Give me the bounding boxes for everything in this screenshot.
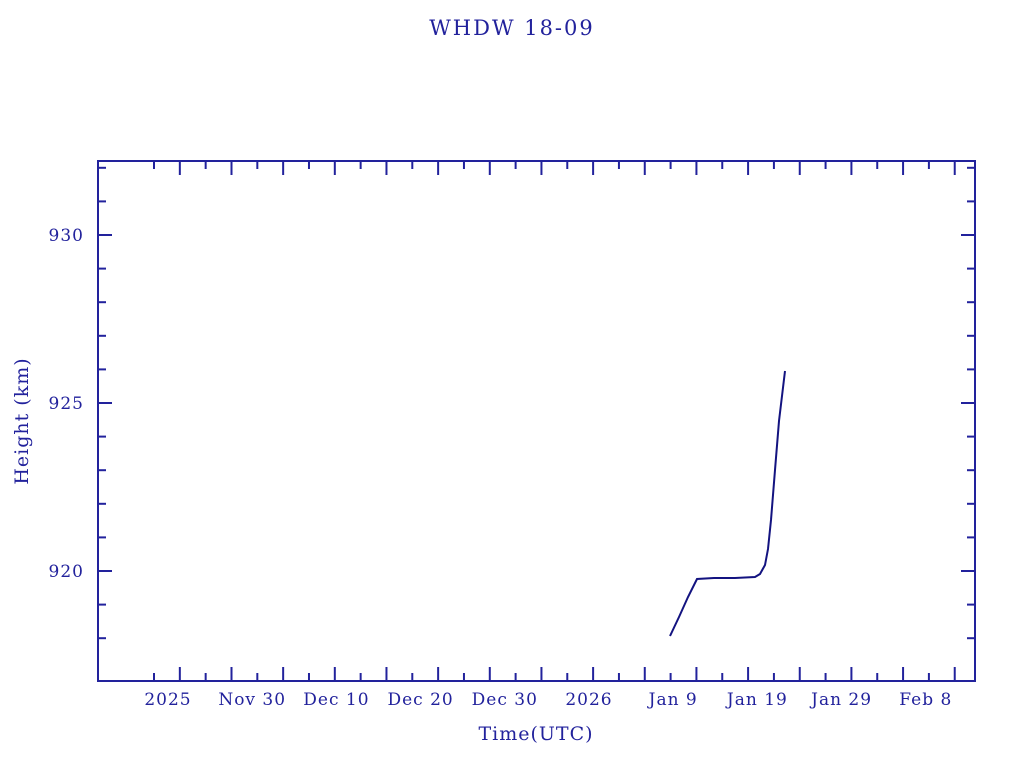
plot-frame bbox=[97, 160, 976, 682]
x-tick-label: Feb 8 bbox=[899, 690, 952, 710]
x-axis-title: Time(UTC) bbox=[478, 723, 593, 745]
x-tick-label: Jan 29 bbox=[809, 690, 872, 710]
x-tick-label: Dec 10 bbox=[303, 690, 369, 710]
x-tick-label: 2025 bbox=[144, 690, 191, 710]
y-tick-label: 920 bbox=[49, 562, 84, 582]
y-axis-ticks bbox=[98, 166, 975, 640]
x-tick-label: Nov 30 bbox=[218, 690, 286, 710]
x-tick-label: 2026 bbox=[565, 690, 612, 710]
y-axis-title: Height (km) bbox=[11, 357, 33, 484]
y-tick-label: 930 bbox=[49, 226, 84, 246]
x-tick-label: Jan 19 bbox=[725, 690, 788, 710]
x-tick-label: Dec 20 bbox=[387, 690, 453, 710]
data-series-line bbox=[669, 370, 786, 637]
x-axis-tick-labels: 2025 Nov 30 Dec 10 Dec 20 Dec 30 2026 Jan 9 Jan… bbox=[144, 690, 952, 710]
y-axis-tick-labels: 920 925 930 bbox=[49, 226, 84, 582]
x-tick-label: Jan 9 bbox=[647, 690, 698, 710]
y-tick-label: 925 bbox=[49, 394, 84, 414]
chart-title: WHDW 18-09 bbox=[429, 16, 595, 40]
x-tick-label: Dec 30 bbox=[472, 690, 538, 710]
x-axis-ticks bbox=[153, 161, 956, 681]
